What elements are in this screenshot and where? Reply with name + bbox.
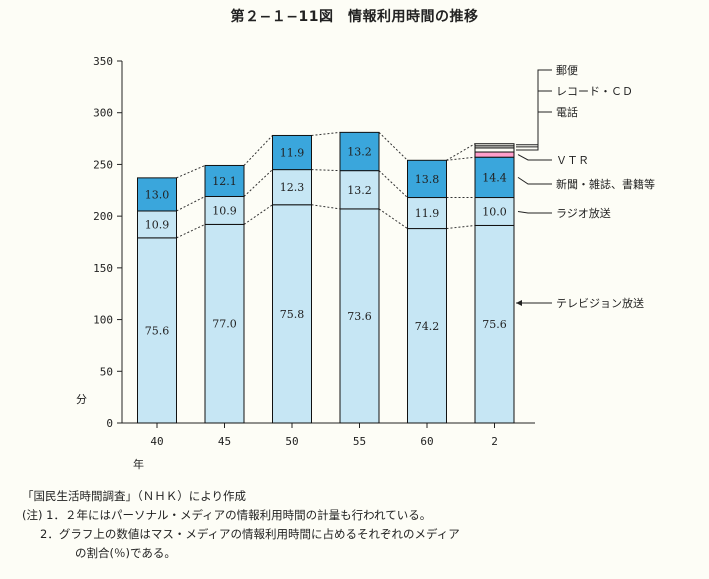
data-label: 10.9 (145, 218, 170, 231)
y-tick-label: 50 (100, 365, 113, 378)
data-label: 74.2 (415, 320, 440, 333)
connector-line (243, 135, 273, 166)
data-label: 12.3 (280, 181, 305, 194)
bar-segment (204, 223, 245, 424)
bar-segment (474, 151, 515, 158)
x-tick-label: 45 (218, 435, 231, 448)
note-2-continued: の割合(％)である。 (75, 546, 176, 560)
y-tick-label: 100 (93, 314, 113, 327)
bar-segment (204, 164, 245, 197)
connector-line (311, 169, 341, 172)
legend-label: ラジオ放送 (556, 206, 611, 220)
connector-lines (176, 131, 476, 239)
chart-title: 第２−１−11図 情報利用時間の推移 (230, 9, 479, 25)
bar-segment (272, 204, 312, 424)
data-label: 12.1 (212, 175, 237, 188)
bar-segment (474, 156, 515, 199)
x-tick-label: 2 (491, 435, 498, 448)
connector-line (243, 169, 273, 197)
data-label: 13.8 (415, 173, 440, 186)
data-label: 13.2 (347, 184, 372, 197)
y-tick-label: 0 (106, 417, 113, 430)
bar-segment (407, 197, 447, 230)
data-label: 73.6 (347, 310, 372, 323)
bar-segment (474, 143, 515, 147)
x-tick-label: 40 (150, 435, 163, 448)
connector-line (446, 224, 476, 230)
connector-line (311, 204, 341, 210)
x-axis-unit: 年 (133, 457, 144, 471)
data-label: 14.4 (482, 171, 507, 184)
y-axis-unit: 分 (76, 393, 87, 406)
note-1: (注) 1．２年にはパーソナル・メディアの情報利用時間の計量も行われている。 (22, 508, 432, 522)
legend-leader (517, 210, 552, 214)
legend-label: 新聞・雑誌、書籍等 (556, 177, 655, 191)
connector-line (446, 143, 476, 161)
legend-leader (517, 176, 552, 185)
bar-segment (272, 134, 312, 171)
bar-segment (137, 177, 177, 212)
bar-segment (339, 208, 380, 424)
y-tick-label: 250 (93, 158, 113, 171)
stacked-bar-chart: 0 50 100 150 200 250 300 350 分年 40 45 50 55 60 2 75.6 1… (76, 55, 655, 471)
data-label: 11.9 (415, 207, 440, 220)
chart-axes: 0 50 100 150 200 250 300 350 分年 40 45 50 55 60 2 (76, 55, 535, 471)
data-label: 11.9 (280, 147, 305, 160)
legend-label: 郵便 (556, 64, 578, 77)
legend-label: テレビジョン放送 (556, 296, 644, 310)
y-tick-label: 150 (93, 262, 113, 275)
connector-line (378, 132, 408, 161)
y-tick-label: 300 (93, 107, 113, 120)
x-tick-label: 50 (285, 435, 298, 448)
connector-line (176, 196, 206, 212)
data-label: 75.6 (482, 318, 507, 331)
bar-segment (407, 228, 447, 424)
bar-segment (339, 131, 380, 172)
connector-line (446, 156, 476, 161)
data-label: 75.6 (145, 324, 170, 337)
legend-leader (516, 111, 552, 151)
connector-line (176, 165, 206, 179)
bar-segment (474, 224, 515, 424)
data-label: 10.9 (212, 204, 237, 217)
connector-line (311, 131, 341, 136)
data-label: 10.0 (482, 205, 507, 218)
connector-line (378, 208, 408, 229)
legend-arrow (516, 300, 522, 306)
bar-segment (407, 159, 447, 199)
connector-line (378, 170, 408, 198)
legend-label: レコード・ＣＤ (556, 85, 633, 98)
legend-leader (516, 90, 552, 148)
bar-segment (137, 237, 177, 424)
note-2: 2．グラフ上の数値はマス・メディアの情報利用時間に占めるそれぞれのメディア (40, 527, 460, 541)
x-tick-label: 60 (420, 435, 433, 448)
connector-line (243, 204, 273, 225)
source-note: 「国民生活時間調査」（ＮＨＫ）により作成 (22, 489, 247, 503)
bar-segment (137, 210, 177, 239)
legend-label: ＶＴＲ (556, 154, 589, 167)
bar-segment (272, 169, 312, 206)
y-tick-label: 200 (93, 210, 113, 223)
bar-segment (474, 147, 515, 153)
data-label: 75.8 (280, 308, 305, 321)
x-tick-label: 55 (353, 435, 366, 448)
bar-group: 75.6 10.9 13.0 77.0 10.9 12.1 75.8 12.3 11.9 73.6… (137, 131, 515, 424)
data-label: 13.2 (347, 146, 372, 159)
legend-label: 電話 (556, 105, 578, 119)
data-label: 13.0 (145, 188, 170, 201)
legend-leader (516, 69, 552, 146)
connector-line (176, 223, 206, 239)
y-tick-label: 350 (93, 55, 113, 68)
data-label: 77.0 (212, 318, 237, 331)
bar-segment (204, 195, 245, 225)
legend-leader (517, 154, 552, 161)
notes: 「国民生活時間調査」（ＮＨＫ）により作成 (注) 1．２年にはパーソナル・メディ… (22, 487, 702, 563)
